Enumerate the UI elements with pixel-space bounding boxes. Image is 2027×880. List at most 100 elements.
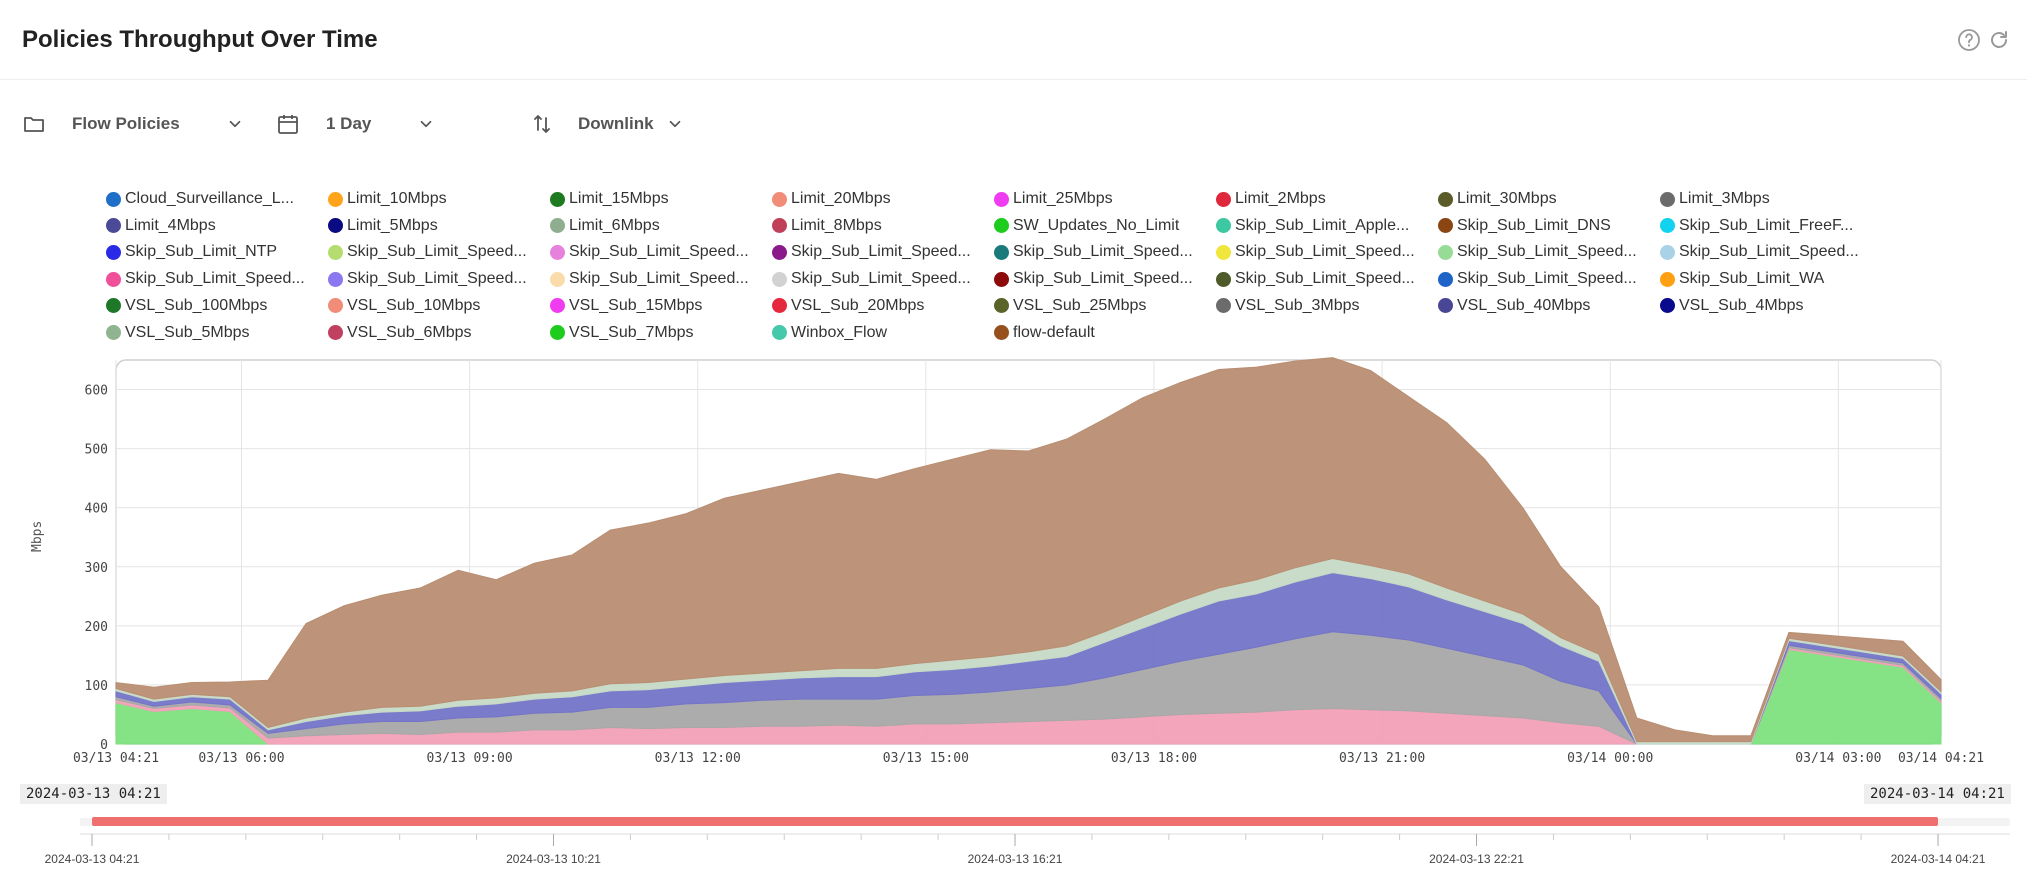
legend-item[interactable]: Skip_Sub_Limit_Speed... (1438, 268, 1637, 290)
legend-label: VSL_Sub_25Mbps (1013, 296, 1147, 314)
legend-label: VSL_Sub_100Mbps (125, 296, 268, 314)
legend-item[interactable]: Cloud_Surveillance_L... (106, 188, 294, 210)
legend-label: flow-default (1013, 323, 1095, 341)
legend-item[interactable]: Skip_Sub_Limit_Speed... (772, 241, 971, 263)
legend-label: Skip_Sub_Limit_Speed... (1013, 243, 1193, 261)
legend-swatch (994, 298, 1009, 314)
legend-label: Limit_4Mbps (125, 216, 216, 234)
legend-item[interactable]: Skip_Sub_Limit_Speed... (1438, 241, 1637, 263)
legend-item[interactable]: VSL_Sub_100Mbps (106, 295, 267, 317)
legend-item[interactable]: Limit_3Mbps (1660, 188, 1770, 210)
legend-item[interactable]: VSL_Sub_20Mbps (772, 295, 924, 317)
legend-item[interactable]: Skip_Sub_Limit_Speed... (772, 268, 971, 290)
legend-item[interactable]: Skip_Sub_Limit_Speed... (994, 241, 1193, 263)
legend-item[interactable]: Skip_Sub_Limit_Speed... (328, 241, 527, 263)
policy-group-label: Flow Policies (72, 114, 180, 133)
x-tick-label: 03/13 09:00 (427, 751, 513, 766)
legend-item[interactable]: flow-default (994, 322, 1095, 344)
legend-item[interactable]: Skip_Sub_Limit_WA (1660, 268, 1824, 290)
refresh-icon[interactable] (1987, 28, 2011, 52)
legend-item[interactable]: Skip_Sub_Limit_Speed... (1660, 241, 1859, 263)
toolbar: Flow Policies 1 Day Downlink (0, 104, 2027, 144)
legend-item[interactable]: Skip_Sub_Limit_Speed... (550, 268, 749, 290)
legend-item[interactable]: Limit_6Mbps (550, 215, 660, 237)
throughput-chart[interactable]: 0 100 200 300 400 500 600 03/13 04:21 03/13 06:0… (0, 0, 2027, 780)
legend-label: Skip_Sub_Limit_WA (1679, 270, 1825, 288)
legend-item[interactable]: Limit_8Mbps (772, 215, 882, 237)
legend-item[interactable]: VSL_Sub_5Mbps (106, 322, 250, 344)
legend-item[interactable]: Limit_15Mbps (550, 188, 669, 210)
legend-item[interactable]: Skip_Sub_Limit_DNS (1438, 215, 1611, 237)
legend-label: Limit_10Mbps (347, 190, 447, 207)
legend-label: Limit_25Mbps (1013, 190, 1113, 207)
legend-item[interactable]: VSL_Sub_40Mbps (1438, 295, 1590, 317)
legend-item[interactable]: Limit_10Mbps (328, 188, 447, 210)
legend-item[interactable]: Winbox_Flow (772, 322, 887, 344)
legend-label: Limit_20Mbps (791, 190, 891, 207)
legend-item[interactable]: VSL_Sub_4Mbps (1660, 295, 1804, 317)
legend-item[interactable]: Limit_4Mbps (106, 215, 216, 237)
legend-item[interactable]: Skip_Sub_Limit_Speed... (1216, 241, 1415, 263)
legend-item[interactable]: Limit_5Mbps (328, 215, 438, 237)
period-label: 1 Day (326, 114, 372, 133)
legend-swatch (106, 325, 121, 340)
legend-label: Skip_Sub_Limit_Speed... (1457, 270, 1637, 288)
legend-item[interactable]: Skip_Sub_Limit_NTP (106, 241, 277, 263)
legend-item[interactable]: Skip_Sub_Limit_Speed... (1216, 268, 1415, 290)
x-tick-label: 03/13 06:00 (198, 751, 284, 766)
legend-swatch (1216, 191, 1231, 207)
area-series[interactable] (115, 357, 1942, 743)
legend-swatch (328, 244, 343, 260)
x-tick-label: 03/14 04:21 (1898, 751, 1984, 766)
legend-item[interactable]: Skip_Sub_Limit_Speed... (328, 268, 527, 290)
legend-label: Skip_Sub_Limit_Speed... (1235, 243, 1415, 261)
legend-item[interactable]: Skip_Sub_Limit_Apple... (1216, 215, 1409, 237)
legend-item[interactable]: Skip_Sub_Limit_Speed... (106, 268, 305, 290)
legend-item[interactable]: VSL_Sub_6Mbps (328, 322, 472, 344)
direction-selector[interactable]: Downlink (530, 104, 684, 144)
range-selector-bar[interactable] (92, 817, 1938, 826)
chevron-down-icon (421, 120, 432, 128)
legend-label: VSL_Sub_7Mbps (569, 323, 694, 341)
legend-item[interactable]: Limit_2Mbps (1216, 188, 1326, 210)
y-tick-label: 500 (85, 443, 108, 458)
legend-swatch (106, 298, 121, 314)
legend-swatch (550, 191, 565, 207)
direction-label: Downlink (578, 114, 654, 133)
legend-item[interactable]: VSL_Sub_15Mbps (550, 295, 702, 317)
period-selector[interactable]: 1 Day (276, 104, 435, 144)
legend-item[interactable]: Skip_Sub_Limit_Speed... (994, 268, 1193, 290)
y-tick-label: 600 (85, 384, 108, 399)
legend-label: Cloud_Surveillance_L... (125, 190, 294, 207)
legend-label: VSL_Sub_15Mbps (569, 296, 703, 314)
legend-item[interactable]: Limit_25Mbps (994, 188, 1113, 210)
legend-swatch (106, 191, 121, 207)
legend-item[interactable]: Limit_30Mbps (1438, 188, 1557, 210)
legend-item[interactable]: VSL_Sub_7Mbps (550, 322, 694, 344)
legend-swatch (772, 325, 787, 340)
legend-item[interactable]: Limit_20Mbps (772, 188, 891, 210)
legend-label: Winbox_Flow (791, 323, 888, 341)
x-tick-label: 03/14 00:00 (1567, 751, 1653, 766)
legend-swatch (1216, 271, 1231, 287)
legend-item[interactable]: Skip_Sub_Limit_Speed... (550, 241, 749, 263)
legend-swatch (550, 298, 565, 314)
legend-label: Limit_8Mbps (791, 216, 882, 234)
legend-label: VSL_Sub_20Mbps (791, 296, 925, 314)
policy-group-selector[interactable]: Flow Policies (22, 104, 244, 144)
legend-item[interactable]: VSL_Sub_3Mbps (1216, 295, 1360, 317)
legend-swatch (328, 218, 343, 234)
legend-item[interactable]: VSL_Sub_25Mbps (994, 295, 1146, 317)
legend-swatch (1438, 271, 1453, 287)
legend-label: Limit_15Mbps (569, 190, 669, 207)
legend-swatch (328, 271, 343, 287)
folder-icon (24, 117, 44, 132)
legend-item[interactable]: SW_Updates_No_Limit (994, 215, 1179, 237)
legend-item[interactable]: VSL_Sub_10Mbps (328, 295, 480, 317)
help-circle-icon[interactable] (1957, 28, 1981, 52)
legend-item[interactable]: Skip_Sub_Limit_FreeF... (1660, 215, 1853, 237)
legend-swatch (772, 298, 787, 314)
legend-swatch (994, 244, 1009, 260)
legend-label: Skip_Sub_Limit_Speed... (125, 270, 305, 288)
legend-swatch (1660, 191, 1675, 207)
